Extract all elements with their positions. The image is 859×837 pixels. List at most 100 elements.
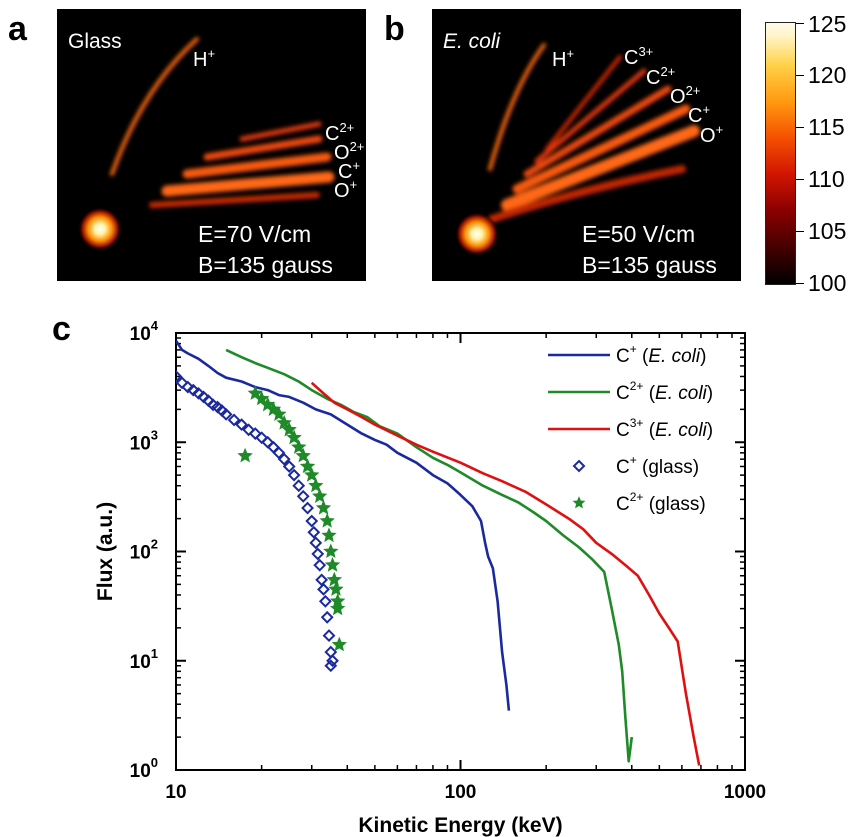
data-point-c-glass [320,610,334,624]
data-point-c2-glass [237,447,253,463]
data-point-c-glass [326,654,339,668]
data-point-c2-glass [324,556,341,572]
data-point-c2-glass [281,421,297,437]
y-tick-label: 104 [130,318,159,345]
panel-c-letter: c [52,310,71,348]
panel-b-ion-c1: C+ [688,102,711,127]
data-point-c-glass [248,427,262,441]
panel-b-ion-o2: O2+ [670,83,701,108]
y-tick-label: 100 [130,755,158,782]
colorbar-tick [796,179,804,180]
colorbar-tick [796,231,804,232]
data-point-c-glass [176,370,183,383]
panel-b-letter: b [384,10,405,48]
data-point-c-glass [315,573,329,587]
legend-swatch-c-glass [572,459,586,473]
data-point-c-glass [242,423,256,437]
track-c1 [182,152,332,179]
data-point-c-glass [277,452,291,466]
legend-label-c-glass: C+ (glass) [616,453,699,478]
track-c2 [534,68,647,164]
panel-a-ion-c2: C2+ [325,120,355,145]
x-tick-label: 10 [165,782,186,803]
series-line-c-e-coli [176,339,511,711]
data-point-c-glass [272,446,286,460]
data-point-c2-glass [321,527,337,543]
data-point-c2-glass [329,600,346,616]
data-point-c-glass [176,376,189,390]
data-point-c-glass [296,489,310,503]
colorbar-label: 110 [808,166,845,192]
data-point-c-glass [255,431,269,445]
data-point-c2-glass [247,385,263,400]
panel-a-sample-label: Glass [68,30,122,53]
data-point-c-glass [192,386,205,400]
data-point-c-glass [313,558,327,572]
panel-b-image: E. coli H+ C3+ C2+ O2+ C+ O+ E=50 V/cm B… [432,9,741,281]
data-point-c2-glass [315,499,332,515]
data-point-c-glass [301,501,314,515]
legend-label-c3-e-coli: C3+ (E. coli) [616,416,713,441]
data-point-c2-glass [299,458,316,473]
x-tick-label: 1000 [724,782,766,803]
panel-b-tracks [455,43,700,256]
data-point-c2-glass [295,447,311,463]
series-line-c3-e-coli [310,381,701,766]
colorbar-label: 115 [808,114,845,140]
track-h-plus [110,37,199,176]
panel-a-field-e: E=70 V/cm [198,221,312,247]
data-point-c-glass [305,514,319,528]
track-o2 [523,85,672,178]
data-point-c-glass [317,582,330,596]
data-point-c-glass [307,525,321,539]
data-point-c-glass [186,383,200,397]
data-point-c2-glass [276,414,292,430]
panel-b-sample-label: E. coli [443,30,501,53]
track-c2 [239,121,322,142]
colorbar-tick [796,283,804,284]
panel-a-ion-o2: O2+ [334,139,365,164]
panel-b-ion-c3: C3+ [624,44,654,69]
track-o1 [501,125,700,211]
data-point-c2-glass [286,429,302,445]
colorbar [765,22,796,285]
colorbar-label: 125 [808,11,847,37]
colorbar-tick [796,23,804,24]
data-point-c2-glass [271,406,287,421]
panel-b-ion-h: H+ [552,46,575,71]
beam-spot [78,207,122,251]
data-point-c-glass [292,479,306,493]
data-point-c2-glass [312,488,328,503]
beam-spot [455,212,499,256]
data-point-c-glass [219,407,233,421]
panel-a-tracks [78,37,335,251]
colorbar-tick [796,127,804,128]
data-point-c-glass [287,468,301,482]
colorbar-label: 105 [808,218,847,244]
panel-a-field-b: B=135 gauss [198,252,333,278]
data-point-c2-glass [323,543,339,558]
track-c1 [512,104,691,194]
data-point-c2-glass [304,466,320,482]
flux-chart: 10 100 1000 100 101 102 103 104 Kinetic Energy (… [94,318,766,837]
panel-b-field-e: E=50 V/cm [582,221,696,247]
panel-b-ion-o1: O+ [700,122,724,147]
data-point-c-glass [311,547,325,561]
data-point-c2-glass [331,636,347,652]
data-point-c-glass [181,380,195,394]
y-axis-label: Flux (a.u.) [94,502,117,601]
colorbar-label: 100 [808,270,847,296]
y-tick-label: 101 [130,646,158,673]
track-h-plus [488,43,546,171]
legend-label-c2-glass: C2+ (glass) [616,490,706,515]
track-o1 [161,171,335,197]
legend-label-c2-e-coli: C2+ (E. coli) [616,379,713,404]
colorbar-tick [796,75,804,76]
data-point-c-glass [227,413,241,427]
series-line-c2-e-coli [225,348,634,763]
track-c3 [545,55,622,151]
panel-b-field-b: B=135 gauss [582,252,717,278]
data-point-c-glass [318,594,332,608]
panel-a-ion-o1: O+ [334,177,358,202]
y-tick-label: 103 [130,427,158,454]
